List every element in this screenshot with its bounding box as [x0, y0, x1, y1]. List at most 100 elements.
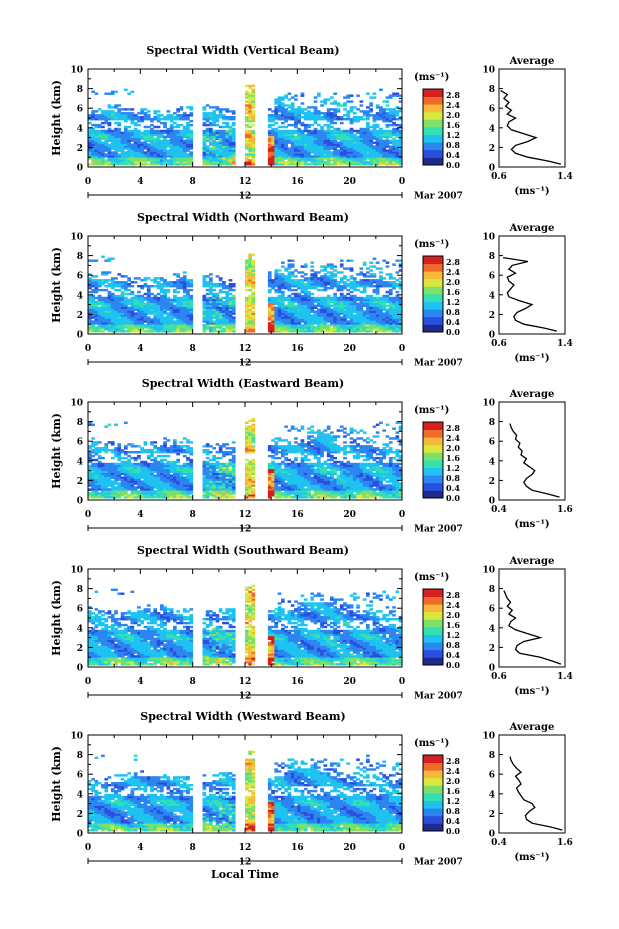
heatmap-cell	[101, 145, 105, 148]
heatmap-cell	[163, 292, 167, 296]
heatmap-cell	[133, 322, 138, 325]
heatmap-cell	[333, 100, 337, 103]
heatmap-cell	[189, 281, 194, 284]
heatmap-cell	[326, 314, 331, 317]
heatmap-cell	[212, 135, 216, 138]
heatmap-cell	[205, 104, 210, 107]
heatmap-cell	[290, 273, 295, 276]
heatmap-cell	[160, 151, 164, 154]
heatmap-cell	[130, 304, 135, 307]
heatmap-cell	[343, 163, 347, 166]
heatmap-cell	[153, 112, 158, 115]
heatmap-cell	[310, 261, 315, 264]
heatmap-cell	[133, 456, 138, 460]
heatmap-cell	[349, 296, 354, 300]
heatmap-cell	[189, 153, 194, 156]
heatmap-cell	[349, 139, 354, 142]
heatmap-cell	[320, 308, 324, 311]
heatmap-cell	[212, 308, 216, 311]
heatmap-cell	[356, 151, 360, 154]
heatmap-cell	[281, 104, 285, 107]
heatmap-cell	[356, 322, 360, 325]
heatmap-cell	[303, 129, 308, 133]
heatmap-cell	[267, 308, 272, 311]
heatmap-cell	[356, 283, 360, 286]
heatmap-cell	[300, 302, 305, 305]
heatmap-cell	[392, 155, 396, 158]
heatmap-cell	[379, 330, 383, 333]
heatmap-cell	[356, 330, 360, 333]
heatmap-cell	[290, 285, 295, 288]
heatmap-cell	[231, 157, 236, 160]
heatmap-cell	[160, 288, 164, 292]
heatmap-cell	[104, 259, 109, 262]
heatmap-cell	[133, 135, 138, 138]
heatmap-cell	[228, 125, 233, 129]
heatmap-cell	[281, 330, 285, 333]
heatmap-cell	[107, 316, 112, 319]
heatmap-cell	[215, 326, 220, 329]
heatmap-cell	[339, 316, 344, 319]
heatmap-cell	[248, 265, 252, 268]
heatmap-cell	[163, 312, 167, 315]
heatmap-cell	[317, 143, 321, 146]
heatmap-cell	[281, 322, 285, 325]
heatmap-cell	[107, 318, 112, 321]
heatmap-cell	[146, 114, 151, 117]
heatmap-cell	[107, 118, 112, 121]
heatmap-cell	[297, 149, 301, 152]
heatmap-cell	[251, 271, 256, 274]
heatmap-cell	[277, 316, 282, 319]
heatmap-cell	[284, 135, 288, 138]
heatmap-cell	[333, 163, 337, 166]
heatmap-cell	[94, 135, 99, 138]
heatmap-cell	[166, 129, 171, 133]
heatmap-cell	[94, 306, 99, 309]
heatmap-cell	[343, 159, 347, 162]
heatmap-cell	[372, 304, 377, 307]
heatmap-cell	[137, 145, 141, 148]
heatmap-cell	[290, 133, 295, 137]
heatmap-cell	[160, 300, 164, 304]
heatmap-cell	[294, 147, 298, 150]
heatmap-cell	[359, 271, 364, 274]
heatmap-cell	[107, 290, 112, 294]
heatmap-cell	[110, 257, 115, 260]
heatmap-cell	[163, 121, 167, 125]
heatmap-cell	[146, 318, 151, 321]
heatmap-cell	[287, 147, 292, 150]
heatmap-cell	[274, 273, 279, 276]
heatmap-cell	[228, 304, 233, 307]
heatmap-cell	[320, 125, 324, 129]
heatmap-cell	[169, 310, 174, 313]
heatmap-cell	[343, 294, 347, 298]
heatmap-cell	[140, 302, 144, 305]
heatmap-cell	[222, 139, 226, 142]
heatmap-cell	[398, 123, 403, 127]
heatmap-cell	[346, 100, 351, 103]
heatmap-cell	[303, 127, 308, 131]
heatmap-cell	[222, 296, 226, 300]
heatmap-cell	[225, 330, 230, 333]
heatmap-cell	[372, 145, 377, 148]
heatmap-cell	[392, 281, 396, 284]
heatmap-cell	[392, 121, 396, 125]
heatmap-cell	[385, 324, 390, 327]
heatmap-cell	[313, 133, 318, 137]
heatmap-cell	[290, 129, 295, 133]
heatmap-cell	[248, 316, 252, 319]
heatmap-cell	[326, 277, 331, 280]
heatmap-cell	[163, 145, 167, 148]
heatmap-cell	[300, 296, 305, 300]
heatmap-cell	[385, 265, 390, 268]
heatmap-cell	[104, 306, 109, 309]
heatmap-cell	[388, 330, 393, 333]
heatmap-cell	[215, 292, 220, 296]
heatmap-cell	[225, 147, 230, 150]
heatmap-cell	[212, 147, 216, 150]
heatmap-cell	[336, 153, 341, 156]
heatmap-cell	[156, 324, 161, 327]
heatmap-cell	[352, 106, 357, 109]
heatmap-cell	[209, 296, 213, 300]
heatmap-cell	[297, 308, 301, 311]
